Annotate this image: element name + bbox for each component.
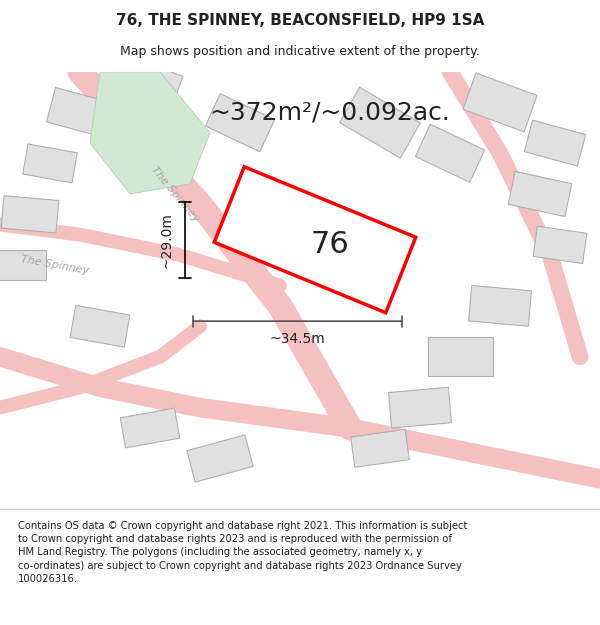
Text: The Spinney: The Spinney	[149, 164, 201, 224]
Polygon shape	[427, 338, 493, 376]
Polygon shape	[508, 171, 572, 216]
Polygon shape	[389, 388, 451, 428]
Polygon shape	[121, 408, 179, 448]
Text: Map shows position and indicative extent of the property.: Map shows position and indicative extent…	[120, 45, 480, 58]
Text: ~372m²/~0.092ac.: ~372m²/~0.092ac.	[209, 101, 451, 124]
Text: ~29.0m: ~29.0m	[160, 212, 174, 268]
Polygon shape	[46, 88, 113, 138]
Text: ~34.5m: ~34.5m	[269, 332, 325, 346]
Text: Contains OS data © Crown copyright and database right 2021. This information is : Contains OS data © Crown copyright and d…	[18, 521, 467, 584]
Polygon shape	[205, 94, 275, 152]
Polygon shape	[350, 429, 409, 468]
Polygon shape	[463, 73, 537, 132]
Polygon shape	[117, 56, 183, 108]
Polygon shape	[415, 124, 485, 182]
Polygon shape	[187, 435, 253, 482]
Text: 76, THE SPINNEY, BEACONSFIELD, HP9 1SA: 76, THE SPINNEY, BEACONSFIELD, HP9 1SA	[116, 12, 484, 28]
Polygon shape	[23, 144, 77, 183]
Polygon shape	[90, 72, 210, 194]
Polygon shape	[524, 120, 586, 166]
Polygon shape	[0, 250, 46, 281]
Polygon shape	[533, 226, 587, 264]
Polygon shape	[1, 196, 59, 233]
Text: The Spinney: The Spinney	[20, 254, 90, 276]
Polygon shape	[469, 286, 532, 326]
Polygon shape	[70, 306, 130, 347]
Text: 76: 76	[311, 231, 349, 259]
Polygon shape	[340, 88, 421, 158]
Polygon shape	[214, 167, 416, 312]
